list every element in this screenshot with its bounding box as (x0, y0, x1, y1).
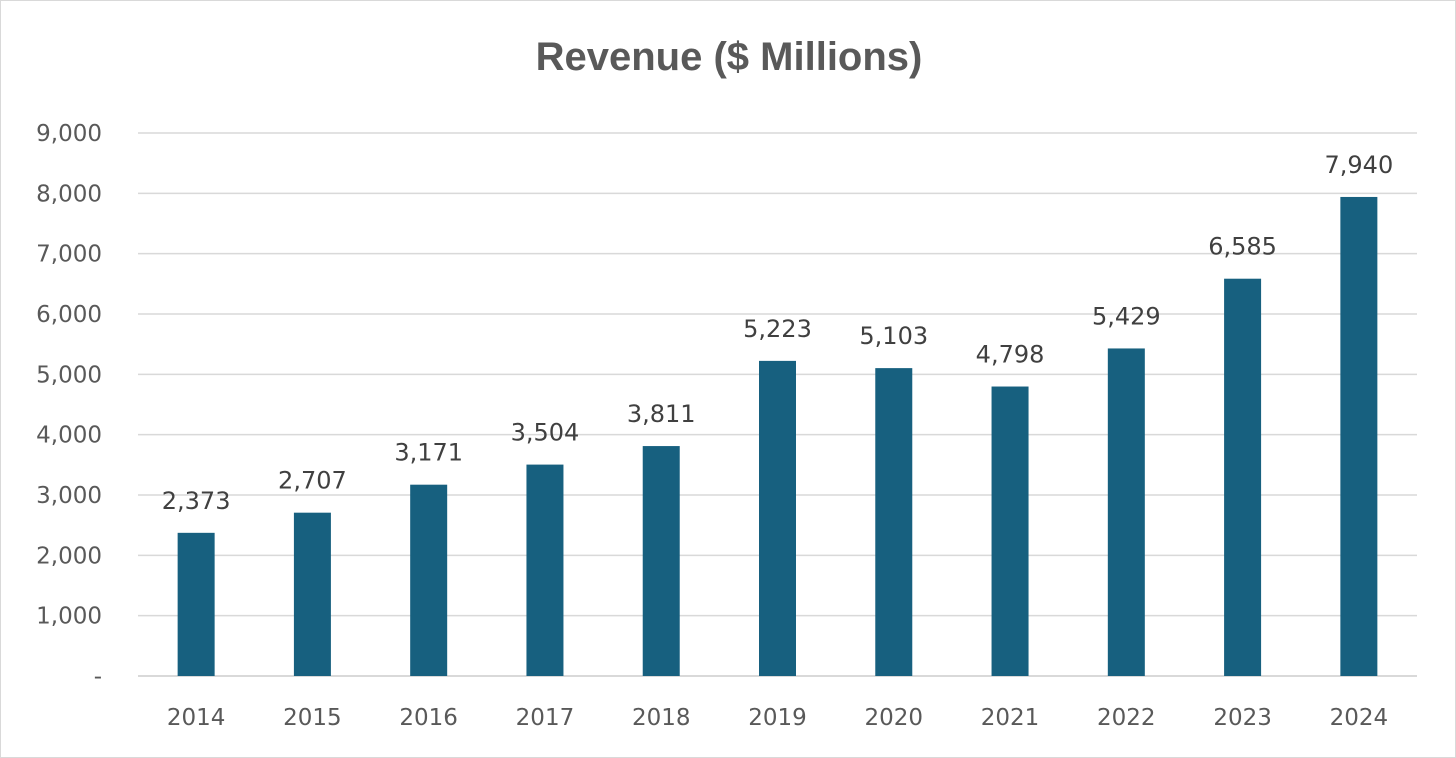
x-tick-label: 2015 (283, 705, 342, 731)
y-tick-label: 3,000 (36, 483, 102, 509)
bar (875, 368, 913, 676)
data-label: 3,504 (511, 419, 580, 447)
y-tick-label: 8,000 (36, 181, 102, 207)
bar (1107, 348, 1145, 676)
x-tick-label: 2019 (748, 705, 807, 731)
x-tick-label: 2020 (864, 705, 923, 731)
bar (1224, 278, 1262, 676)
x-tick-label: 2021 (981, 705, 1040, 731)
bar (177, 532, 215, 676)
x-tick-label: 2024 (1330, 705, 1389, 731)
chart-title: Revenue ($ Millions) (535, 35, 923, 79)
data-label: 5,223 (743, 315, 812, 343)
y-tick-label: 1,000 (36, 604, 102, 630)
data-label: 5,103 (859, 322, 928, 350)
y-tick-label: 6,000 (36, 302, 102, 328)
x-tick-label: 2023 (1213, 705, 1272, 731)
bar (410, 484, 448, 676)
y-tick-label: - (94, 664, 102, 690)
bar (991, 386, 1029, 676)
data-label: 4,798 (976, 341, 1045, 369)
data-label: 3,811 (627, 400, 696, 428)
bars (177, 196, 1378, 676)
data-labels: 2,373 2,707 3,171 3,504 3,811 5,223 5,103 4,798… (162, 151, 1393, 515)
y-tick-label: 2,000 (36, 543, 102, 569)
x-tick-label: 2016 (399, 705, 458, 731)
y-tick-label: 4,000 (36, 423, 102, 449)
data-label: 2,373 (162, 487, 231, 515)
data-label: 5,429 (1092, 302, 1161, 330)
bar (759, 360, 796, 676)
data-label: 6,585 (1208, 233, 1277, 261)
y-tick-label: 7,000 (36, 242, 102, 268)
data-label: 7,940 (1325, 151, 1394, 179)
bar (293, 512, 331, 676)
x-axis: 2014 2015 2016 2017 2018 2019 2020 2021 2022 2023… (167, 705, 1388, 731)
y-tick-label: 9,000 (36, 121, 102, 147)
bar (526, 464, 564, 676)
bar (642, 446, 680, 676)
x-tick-label: 2022 (1097, 705, 1156, 731)
x-tick-label: 2014 (167, 705, 226, 731)
data-label: 3,171 (394, 439, 463, 467)
y-tick-label: 5,000 (36, 362, 102, 388)
data-label: 2,707 (278, 467, 347, 495)
bar (1340, 196, 1378, 676)
x-tick-label: 2017 (516, 705, 575, 731)
y-axis: - 1,000 2,000 3,000 4,000 5,000 6,000 7,000 8,00… (36, 121, 102, 690)
x-tick-label: 2018 (632, 705, 691, 731)
